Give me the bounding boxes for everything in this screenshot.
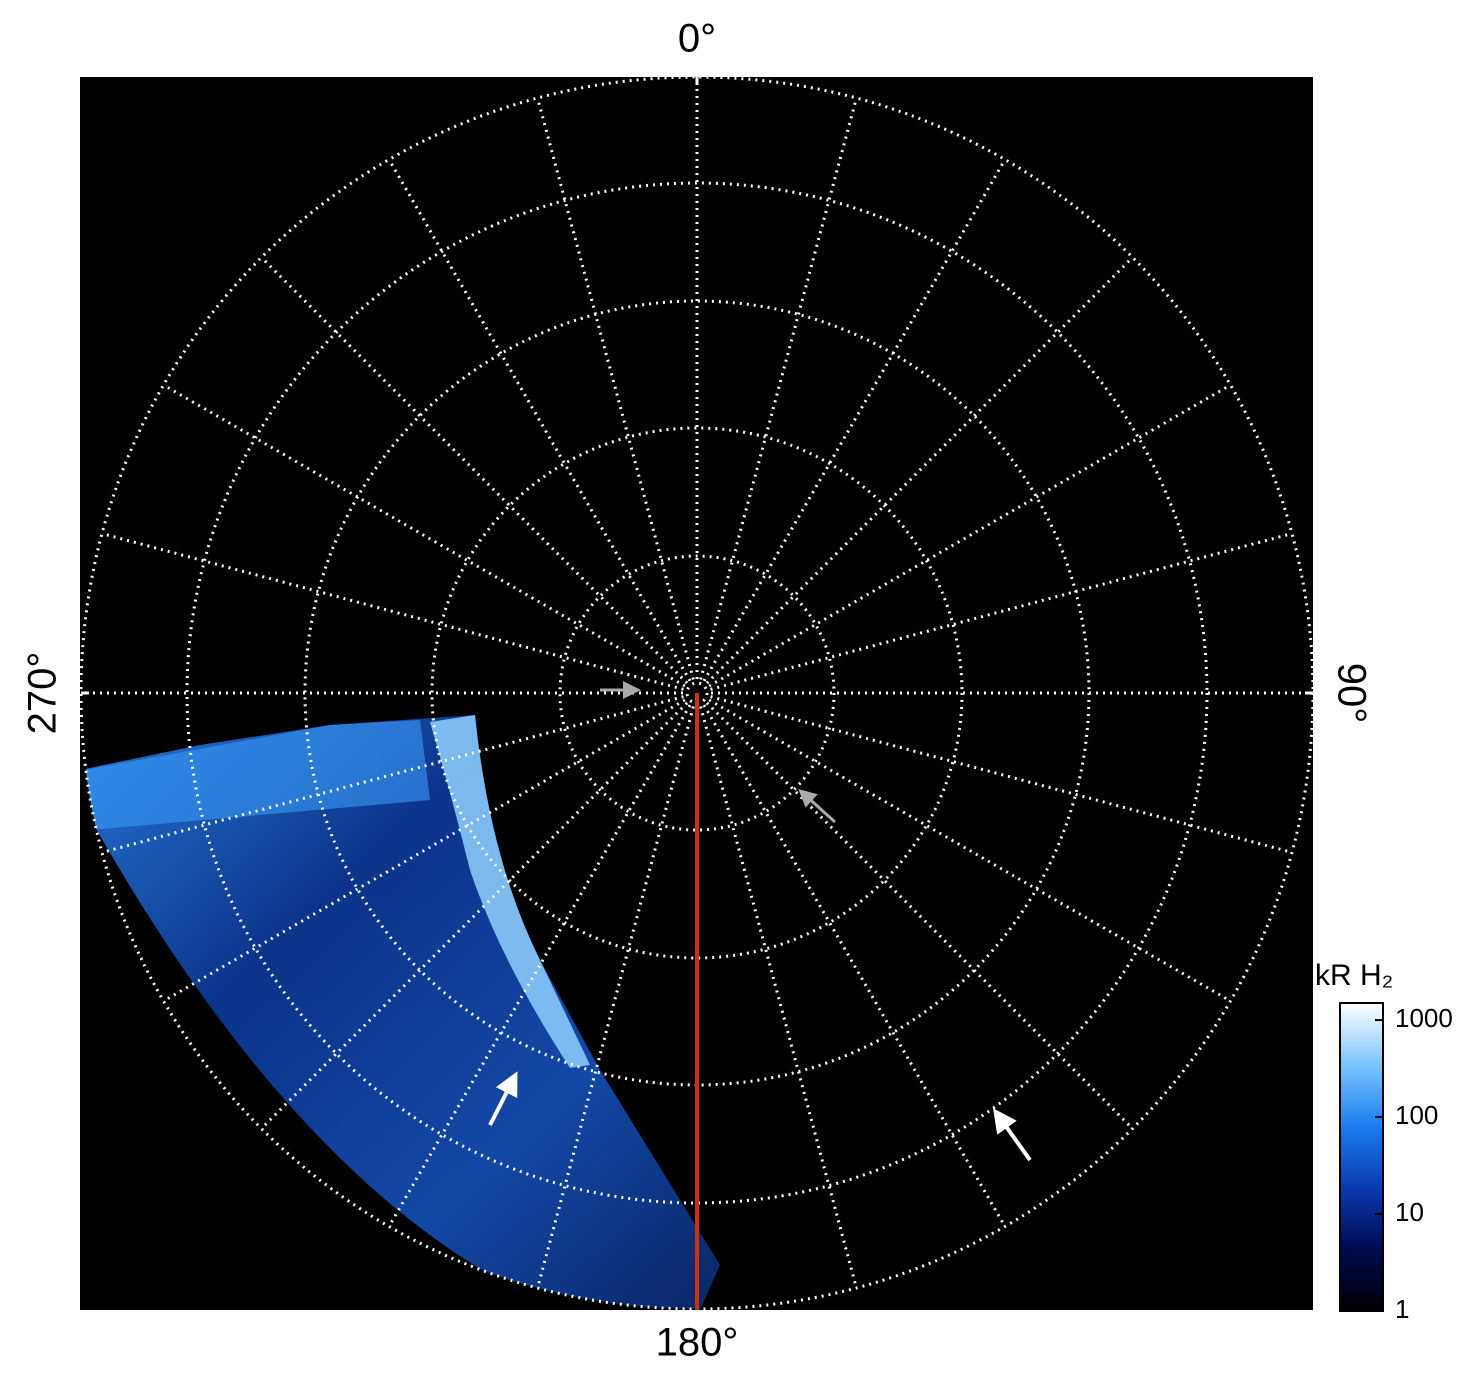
grid-spoke (536, 97, 695, 680)
grid-ring (558, 554, 836, 832)
grid-spoke (699, 706, 858, 1289)
grid-spoke (702, 158, 1007, 682)
grid-spoke (705, 701, 1134, 1130)
arrow (993, 1108, 1032, 1162)
grid-spoke (101, 695, 684, 854)
grid-spoke (702, 704, 1007, 1228)
angle-label: 270° (21, 652, 65, 735)
arrow (798, 788, 837, 824)
colorbar-tick-label: 1000 (1395, 1003, 1453, 1033)
polar-emission (85, 720, 430, 830)
angle-label: 0° (678, 17, 716, 61)
colorbar-label: kR H₂ (1315, 959, 1393, 992)
angle-label: 180° (656, 1321, 739, 1365)
grid-spoke (260, 256, 689, 685)
grid-spoke (699, 97, 858, 680)
colorbar-tick-label: 100 (1395, 1100, 1438, 1130)
colorbar (1339, 1002, 1384, 1312)
grid (79, 75, 1315, 1311)
grid-spoke (101, 532, 684, 691)
grid-ring (185, 181, 1209, 1205)
grid-spoke (162, 383, 686, 688)
grid-spoke (536, 706, 695, 1289)
grid-spoke (705, 256, 1134, 685)
grid-spoke (710, 532, 1293, 691)
arrow (488, 1071, 518, 1126)
main-oval (430, 715, 590, 1068)
emission-region (81, 715, 720, 1309)
angle-label: 90° (1329, 663, 1373, 724)
grid-spoke (162, 698, 686, 1003)
aurora (81, 715, 720, 1309)
grid-spoke (708, 698, 1232, 1003)
grid-spoke (387, 158, 692, 682)
grid-spoke (260, 701, 689, 1130)
grid-ring (430, 426, 964, 960)
grid-spoke (710, 695, 1293, 854)
grid-spoke (708, 383, 1232, 688)
grid-spoke (387, 704, 692, 1228)
colorbar-tick-label: 1 (1395, 1294, 1409, 1324)
colorbar-tick-label: 10 (1395, 1197, 1424, 1227)
